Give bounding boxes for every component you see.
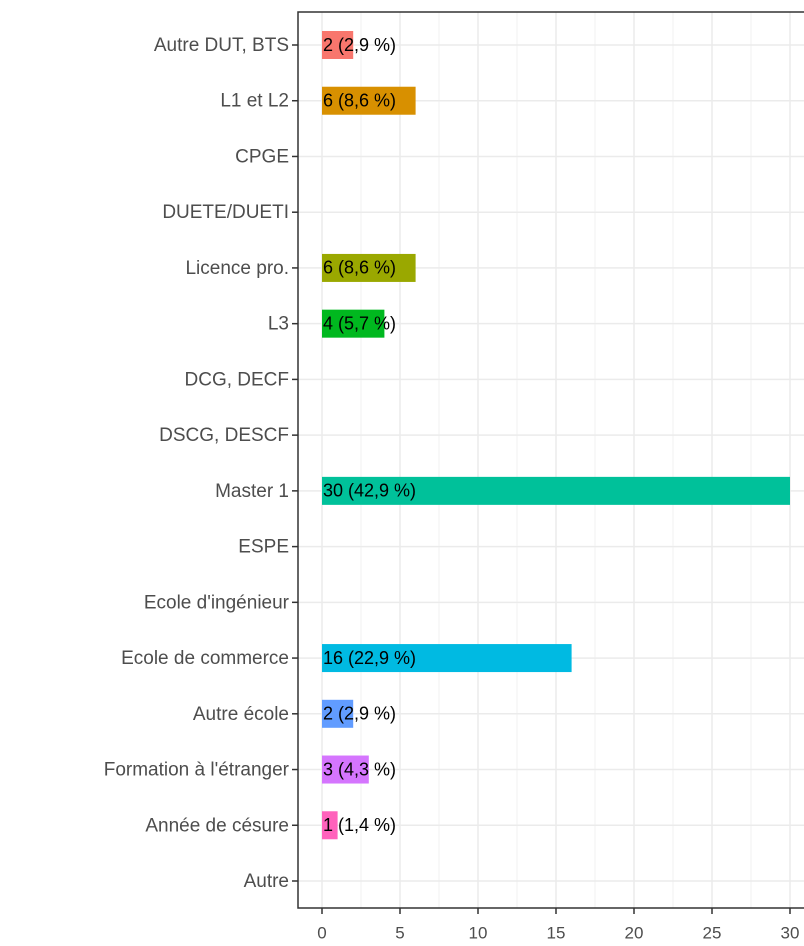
y-tick-label: Autre DUT, BTS — [154, 35, 289, 56]
y-tick-label: Ecole d'ingénieur — [144, 592, 290, 613]
y-tick-label: CPGE — [235, 146, 289, 167]
value-label: 2 (2,9 %) — [323, 35, 396, 55]
x-tick-label: 20 — [625, 923, 644, 942]
y-tick-label: L1 et L2 — [220, 91, 289, 112]
x-tick-label: 5 — [395, 923, 404, 942]
value-label: 30 (42,9 %) — [323, 481, 416, 501]
y-tick-label: L3 — [268, 314, 289, 335]
y-tick-label: DUETE/DUETI — [162, 202, 289, 223]
bar — [322, 253, 416, 282]
y-tick-label: Année de césure — [145, 815, 289, 836]
bar — [322, 644, 572, 673]
x-tick-label: 30 — [781, 923, 800, 942]
x-tick-label: 25 — [703, 923, 722, 942]
bar — [322, 476, 790, 505]
bar — [322, 811, 338, 840]
bar — [322, 31, 354, 59]
y-tick-label: Master 1 — [215, 481, 289, 502]
y-tick-label: DCG, DECF — [185, 369, 290, 390]
value-label: 2 (2,9 %) — [323, 704, 396, 724]
value-label: 6 (8,6 %) — [323, 258, 396, 278]
bar — [322, 86, 416, 115]
x-tick-label: 15 — [547, 923, 566, 942]
y-tick-label: Ecole de commerce — [121, 648, 289, 669]
plot: 2 (2,9 %) 6 (8,6 %) 6 (8,6 %) 4 (5,7 %) 30 (… — [104, 11, 804, 942]
y-tick-label: ESPE — [238, 537, 289, 558]
x-tick-label: 10 — [469, 923, 488, 942]
value-label: 16 (22,9 %) — [323, 648, 416, 668]
bar — [322, 755, 369, 784]
value-label: 3 (4,3 %) — [323, 759, 396, 779]
bar — [322, 309, 385, 338]
x-tick-label: 0 — [317, 923, 326, 942]
y-tick-label: Licence pro. — [185, 258, 289, 279]
bar — [322, 699, 354, 728]
y-tick-label: DSCG, DESCF — [159, 425, 289, 446]
y-tick-label: Formation à l'étranger — [104, 760, 290, 781]
value-label: 1 (1,4 %) — [323, 815, 396, 835]
y-tick-label: Autre école — [193, 704, 289, 725]
value-label: 6 (8,6 %) — [323, 90, 396, 110]
value-label: 4 (5,7 %) — [323, 313, 396, 333]
y-tick-label: Autre — [244, 871, 289, 892]
